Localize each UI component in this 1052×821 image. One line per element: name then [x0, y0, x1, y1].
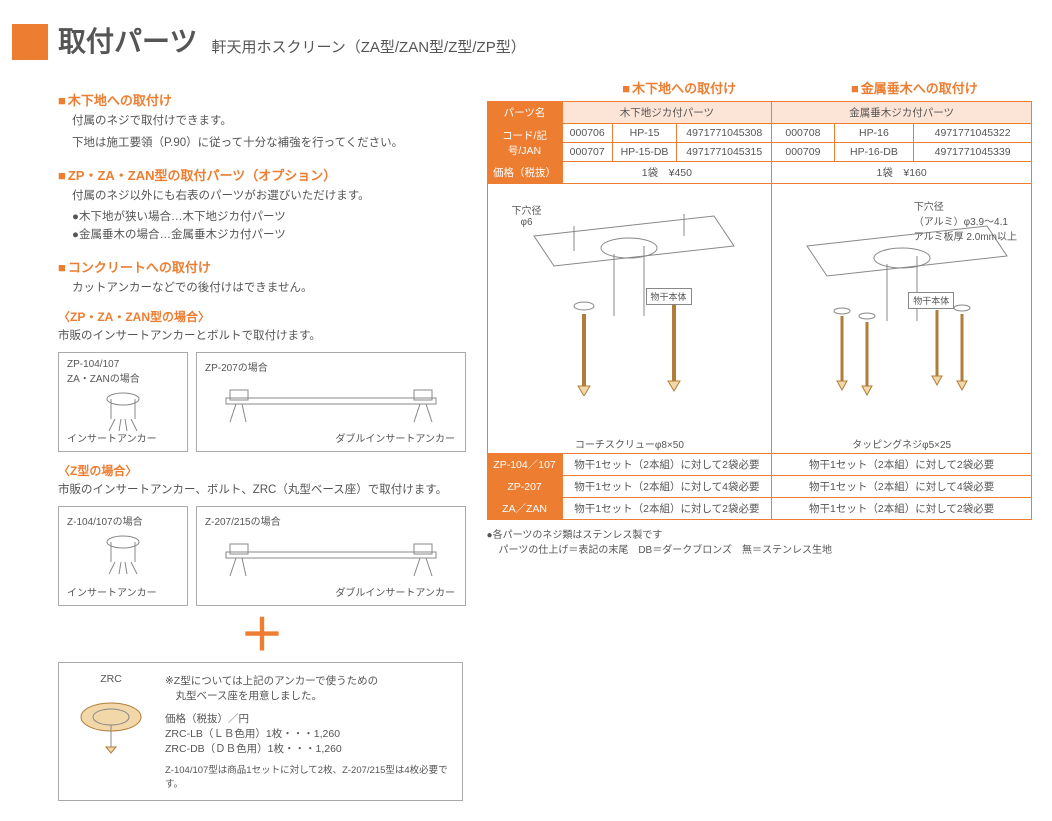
zp-box1-top: ZP-104/107 ZA・ZANの場合 [67, 359, 179, 385]
section-wood-line1: 付属のネジで取付けできます。 [72, 113, 477, 131]
req-zazan-label: ZA／ZAN [487, 498, 562, 520]
wood-dia-bottom: コーチスクリューφ8×50 [575, 436, 684, 451]
option-bullet-1: 木下地が狭い場合…木下地ジカ付パーツ [72, 209, 477, 227]
th-code: コード/記号/JAN [487, 124, 562, 162]
metal-r2-code: 000709 [772, 143, 834, 162]
metal-body-tag: 物干本体 [908, 292, 954, 309]
footnote-l1: 各パーツのネジ類はステンレス製です [493, 530, 663, 541]
wood-diagram: 下穴径 φ6 物干本体 [494, 196, 766, 406]
zrc-base-icon [76, 691, 146, 755]
wood-r2-code: 000707 [562, 143, 612, 162]
right-head-metal: 金属垂木への取付け [797, 78, 1032, 101]
z-box-2: Z-207/215の場合 ダブルインサートアンカー [196, 506, 466, 606]
zp-box2-bottom: ダブルインサートアンカー [335, 430, 455, 445]
metal-price: 1袋 ¥160 [772, 162, 1032, 184]
zrc-label: ZRC [71, 673, 151, 685]
metal-r1-code: 000708 [772, 124, 834, 143]
th-price: 価格（税抜） [487, 162, 562, 184]
req-zazan-m: 物干1セット（2本組）に対して2袋必要 [772, 498, 1032, 520]
z-case-head: 〈Z型の場合〉 [58, 462, 477, 479]
insert-anchor-icon [93, 532, 153, 578]
metal-diagram: 下穴径 （アルミ）φ3.9～4.1 アルミ板厚 2.0mm以上 [778, 196, 1025, 406]
z-case-line: 市販のインサートアンカー、ボルト、ZRC（丸型ベース座）で取付けます。 [58, 482, 477, 500]
zp-case-head: 〈ZP・ZA・ZAN型の場合〉 [58, 308, 477, 325]
req-zp207-m: 物干1セット（2本組）に対して4袋必要 [772, 476, 1032, 498]
th-wood-parts: 木下地ジカ付パーツ [562, 102, 772, 124]
wood-dia-top: 下穴径 φ6 [512, 202, 542, 228]
zrc-line1: ZRC-LB（ＬＢ色用）1枚・・・1,260 [165, 726, 450, 741]
section-option-intro: 付属のネジ以外にも右表のパーツがお選びいただけます。 [72, 188, 477, 206]
metal-r1-jan: 4971771045322 [914, 124, 1032, 143]
wood-r1-code: 000706 [562, 124, 612, 143]
option-bullet-2: 金属垂木の場合…金属垂木ジカ付パーツ [72, 227, 477, 245]
zrc-note-head: ※Z型については上記のアンカーで使うための 丸型ベース座を用意しました。 [165, 673, 450, 703]
zp-box2-top: ZP-207の場合 [205, 359, 457, 374]
insert-anchor-icon [93, 389, 153, 435]
page-subtitle: 軒天用ホスクリーン（ZA型/ZAN型/Z型/ZP型） [211, 36, 525, 60]
section-option-head: ZP・ZA・ZAN型の取付パーツ（オプション） [58, 165, 477, 184]
section-concrete-head: コンクリートへの取付け [58, 257, 477, 276]
z-box1-bottom: インサートアンカー [67, 584, 157, 599]
section-wood-line2: 下地は施工要領（P.90）に従って十分な補強を行ってください。 [72, 135, 477, 153]
wood-mount-illustration [514, 196, 744, 396]
z-box2-bottom: ダブルインサートアンカー [335, 584, 455, 599]
z-diagram-row: Z-104/107の場合 インサートアンカー Z-207/215の場合 ダブルイ… [58, 506, 477, 606]
z-box-1: Z-104/107の場合 インサートアンカー [58, 506, 188, 606]
req-zp104-w: 物干1セット（2本組）に対して2袋必要 [562, 454, 772, 476]
wood-r1-model: HP-15 [612, 124, 676, 143]
double-insert-anchor-icon [216, 380, 446, 426]
req-zp207-w: 物干1セット（2本組）に対して4袋必要 [562, 476, 772, 498]
parts-table: パーツ名 木下地ジカ付パーツ 金属垂木ジカ付パーツ コード/記号/JAN 000… [487, 101, 1032, 520]
section-wood-head: 木下地への取付け [58, 90, 477, 109]
wood-price: 1袋 ¥450 [562, 162, 772, 184]
zp-case-line: 市販のインサートアンカーとボルトで取付けます。 [58, 328, 477, 346]
z-box1-top: Z-104/107の場合 [67, 513, 179, 528]
footnote: 各パーツのネジ類はステンレス製です パーツの仕上げ＝表記の末尾 DB＝ダークブロ… [487, 528, 1032, 558]
metal-r2-jan: 4971771045339 [914, 143, 1032, 162]
req-zp207-label: ZP-207 [487, 476, 562, 498]
zp-box-2: ZP-207の場合 ダブルインサートアンカー [196, 352, 466, 452]
zrc-foot: Z-104/107型は商品1セットに対して2枚、Z-207/215型は4枚必要で… [165, 762, 450, 790]
metal-r2-model: HP-16-DB [834, 143, 914, 162]
req-zp104-m: 物干1セット（2本組）に対して2袋必要 [772, 454, 1032, 476]
zp-box-1: ZP-104/107 ZA・ZANの場合 インサートアンカー [58, 352, 188, 452]
zrc-line2: ZRC-DB（ＤＢ色用）1枚・・・1,260 [165, 741, 450, 756]
metal-r1-model: HP-16 [834, 124, 914, 143]
double-insert-anchor-icon [216, 534, 446, 580]
metal-dia-top: 下穴径 （アルミ）φ3.9～4.1 アルミ板厚 2.0mm以上 [914, 198, 1017, 243]
wood-r2-jan: 4971771045315 [677, 143, 772, 162]
metal-dia-bottom: タッピングネジφ5×25 [852, 436, 951, 451]
title-accent-block [12, 24, 48, 60]
zp-diagram-row: ZP-104/107 ZA・ZANの場合 インサートアンカー ZP-207の場合… [58, 352, 477, 452]
section-concrete-line: カットアンカーなどでの後付けはできません。 [72, 280, 477, 298]
zp-box1-bottom: インサートアンカー [67, 430, 157, 445]
zrc-price-head: 価格（税抜）／円 [165, 711, 450, 726]
right-head-wood: 木下地への取付け [562, 78, 797, 101]
th-metal-parts: 金属垂木ジカ付パーツ [772, 102, 1032, 124]
plus-icon: ＋ [58, 614, 466, 658]
footnote-l2: パーツの仕上げ＝表記の末尾 DB＝ダークブロンズ 無＝ステンレス生地 [499, 545, 833, 556]
req-zp104-label: ZP-104／107 [487, 454, 562, 476]
req-zazan-w: 物干1セット（2本組）に対して2袋必要 [562, 498, 772, 520]
z-box2-top: Z-207/215の場合 [205, 513, 457, 528]
th-parts: パーツ名 [487, 102, 562, 124]
page-title: 取付パーツ [58, 20, 197, 60]
wood-body-tag: 物干本体 [646, 288, 692, 305]
wood-r1-jan: 4971771045308 [677, 124, 772, 143]
wood-r2-model: HP-15-DB [612, 143, 676, 162]
zrc-box: ZRC ※Z型については上記のアンカーで使うための 丸型ベース座を用意しました。… [58, 662, 463, 801]
